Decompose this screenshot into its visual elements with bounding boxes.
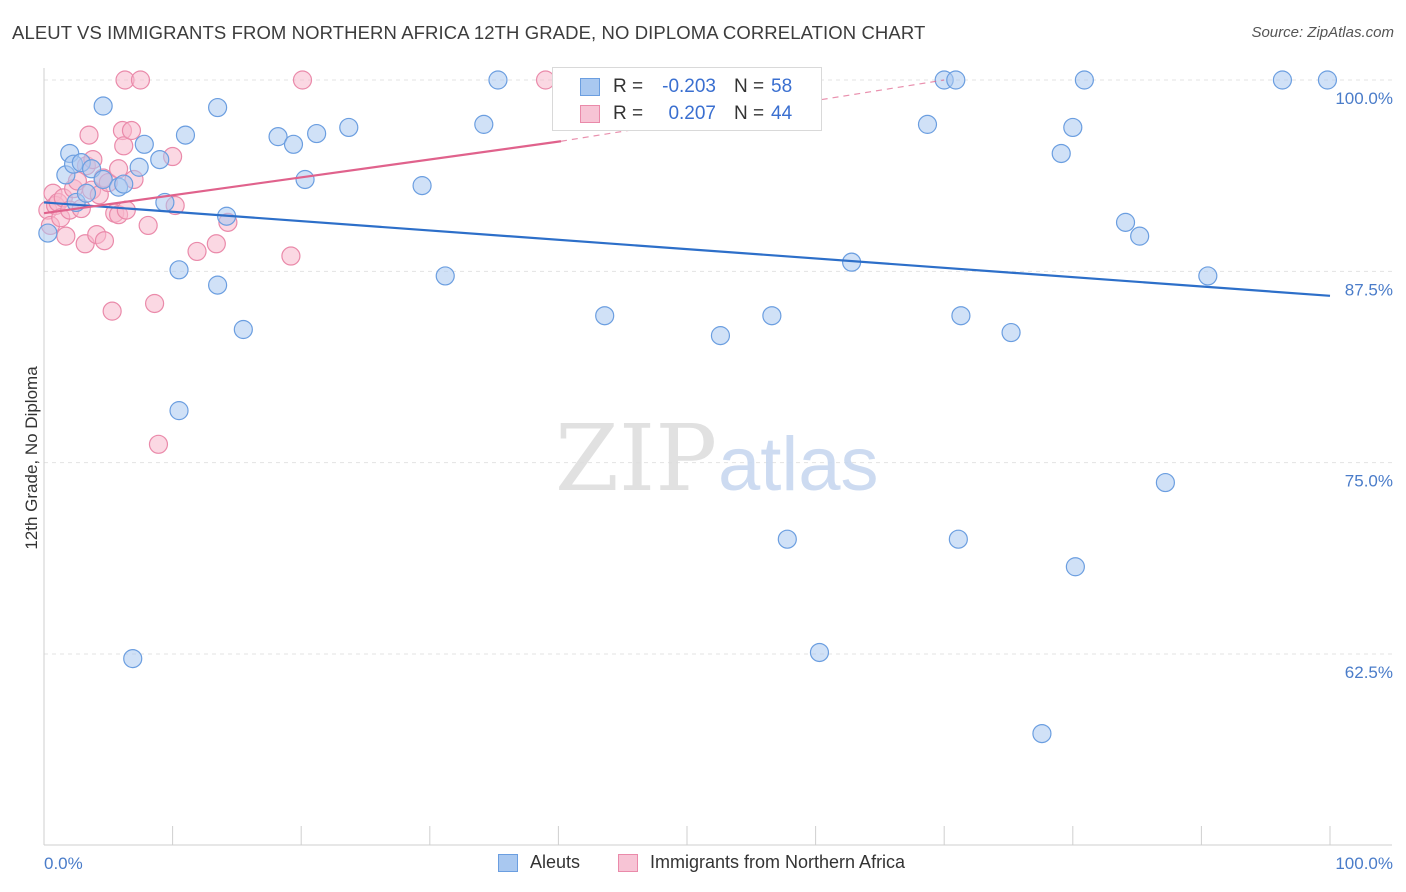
trend-line-nafrica bbox=[43, 140, 562, 215]
watermark-atlas: atlas bbox=[718, 422, 879, 507]
axes bbox=[43, 68, 1392, 846]
nafrica-point bbox=[206, 234, 226, 254]
nafrica-point bbox=[121, 120, 142, 141]
watermark-zip: ZIP bbox=[555, 405, 717, 512]
aleut-swatch bbox=[498, 854, 518, 872]
aleut-point bbox=[307, 123, 327, 144]
aleut-point bbox=[948, 529, 968, 549]
nafrica-point bbox=[292, 70, 313, 90]
y-tick-label-2: 75.0% bbox=[1345, 472, 1393, 491]
trend-line-nafrica-extension bbox=[560, 79, 945, 142]
aleut-point bbox=[208, 275, 228, 295]
aleut-point bbox=[1130, 226, 1150, 246]
aleut-point bbox=[169, 260, 189, 280]
aleut-point bbox=[169, 401, 189, 421]
aleut-point bbox=[175, 125, 196, 145]
nafrica-point bbox=[281, 246, 301, 266]
series-legend: Aleuts Immigrants from Northern Africa bbox=[0, 852, 1406, 876]
x-tick-label-max: 100.0% bbox=[1335, 854, 1393, 873]
aleut-point bbox=[1272, 70, 1293, 90]
aleut-point bbox=[595, 306, 615, 326]
legend-label: Immigrants from Northern Africa bbox=[650, 852, 906, 872]
aleut-point bbox=[208, 97, 228, 118]
aleut-point bbox=[295, 169, 315, 190]
nafrica-point bbox=[130, 70, 151, 90]
gridlines bbox=[44, 79, 1392, 655]
y-tick-labels: 100.0% 87.5% 75.0% 62.5% bbox=[1335, 89, 1393, 682]
aleut-point bbox=[1115, 212, 1136, 232]
nafrica-point bbox=[102, 301, 122, 321]
aleut-point bbox=[233, 319, 253, 340]
aleut-point bbox=[93, 169, 113, 190]
x-tick-label-min: 0.0% bbox=[44, 854, 83, 873]
y-axis-label: 12th Grade, No Diploma bbox=[22, 366, 41, 550]
aleut-point bbox=[134, 134, 154, 154]
legend-row-nafrica: R = 0.207 N = 44 bbox=[553, 101, 821, 129]
nafrica-point bbox=[116, 200, 136, 220]
aleut-point bbox=[435, 266, 455, 286]
source-credit: Source: ZipAtlas.com bbox=[1251, 24, 1394, 41]
n-value: 44 bbox=[771, 103, 793, 124]
y-tick-label-1: 87.5% bbox=[1345, 280, 1393, 299]
aleut-point bbox=[1063, 117, 1083, 138]
n-value: 58 bbox=[771, 76, 793, 97]
legend-row-aleuts: R = -0.203 N = 58 bbox=[553, 74, 821, 102]
r-label: R = bbox=[613, 76, 644, 97]
r-label: R = bbox=[613, 103, 644, 124]
nafrica-swatch bbox=[618, 854, 638, 872]
aleut-point bbox=[123, 648, 143, 669]
nafrica-swatch bbox=[580, 105, 600, 123]
watermark: ZIP atlas bbox=[555, 405, 879, 512]
aleut-point bbox=[951, 306, 971, 326]
trend-line-aleuts bbox=[43, 201, 1331, 297]
aleut-point bbox=[150, 149, 170, 170]
aleut-point bbox=[114, 174, 134, 194]
aleut-point bbox=[1051, 143, 1071, 164]
y-tick-label-3: 62.5% bbox=[1345, 663, 1393, 682]
aleut-point bbox=[917, 114, 938, 134]
aleut-point bbox=[1317, 70, 1338, 90]
aleut-point bbox=[809, 642, 830, 663]
aleut-point bbox=[1074, 70, 1094, 90]
y-tick-label-0: 100.0% bbox=[1335, 89, 1393, 108]
trend-lines bbox=[43, 79, 1331, 297]
nafrica-point bbox=[94, 231, 115, 251]
aleut-point bbox=[1155, 472, 1175, 493]
aleut-point bbox=[412, 176, 432, 196]
nafrica-point bbox=[56, 226, 76, 246]
n-label: N = bbox=[734, 103, 765, 124]
legend-label: Aleuts bbox=[530, 852, 581, 872]
aleut-point bbox=[76, 183, 97, 203]
aleut-point bbox=[339, 117, 359, 138]
aleut-point bbox=[268, 127, 288, 147]
chart-title: ALEUT VS IMMIGRANTS FROM NORTHERN AFRICA… bbox=[12, 22, 926, 43]
stats-legend: R = -0.203 N = 58 R = 0.207 N = 44 bbox=[552, 67, 822, 131]
aleut-point bbox=[283, 134, 304, 154]
aleut-point bbox=[946, 70, 966, 90]
nafrica-point bbox=[114, 136, 134, 156]
aleut-point bbox=[1065, 557, 1085, 577]
aleut-point bbox=[488, 70, 508, 90]
aleut-point bbox=[762, 306, 782, 326]
aleut-point bbox=[1001, 322, 1021, 343]
n-label: N = bbox=[734, 76, 765, 97]
aleut-point bbox=[474, 114, 494, 134]
nafrica-point bbox=[187, 241, 207, 262]
nafrica-point bbox=[144, 293, 165, 314]
aleut-swatch bbox=[580, 78, 600, 96]
aleut-point bbox=[1032, 723, 1052, 744]
series-aleut-points bbox=[38, 70, 1338, 744]
r-value: 0.207 bbox=[668, 103, 716, 124]
aleut-point bbox=[38, 223, 58, 243]
aleut-point bbox=[129, 157, 149, 177]
nafrica-point bbox=[79, 125, 99, 145]
nafrica-point bbox=[138, 215, 158, 236]
r-value: -0.203 bbox=[662, 76, 716, 97]
nafrica-point bbox=[148, 434, 169, 454]
aleut-point bbox=[1198, 266, 1218, 286]
aleut-point bbox=[93, 96, 113, 116]
aleut-point bbox=[777, 529, 797, 549]
aleut-point bbox=[710, 326, 731, 346]
